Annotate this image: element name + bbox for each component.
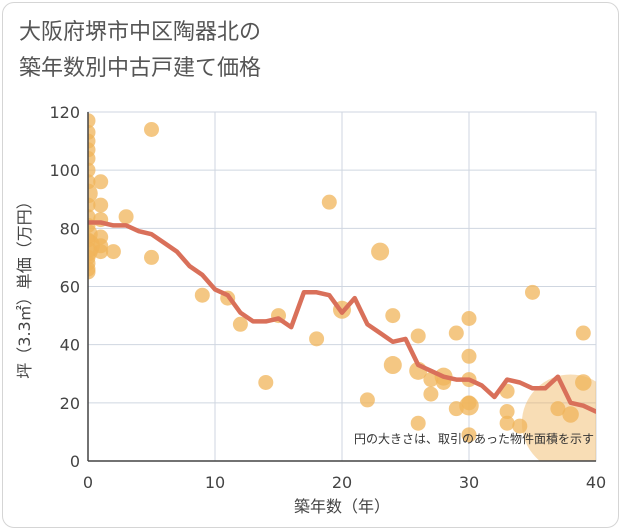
data-point: [448, 325, 464, 341]
x-tick-label: 10: [205, 473, 225, 492]
data-point: [309, 331, 325, 347]
data-point: [383, 356, 402, 375]
trend-line-layer: [88, 220, 596, 414]
chart-title: 大阪府堺市中区陶器北の 築年数別中古戸建て価格: [19, 15, 261, 87]
scatter-points: [88, 113, 596, 461]
data-point: [459, 395, 479, 416]
data-point: [512, 418, 528, 434]
data-point: [359, 392, 375, 408]
data-point: [194, 287, 210, 303]
data-point: [562, 406, 579, 423]
axes: 0 10 20 30 40 0 20 40 60 80 100 120: [49, 103, 606, 492]
y-tick-label: 100: [49, 161, 80, 180]
data-point: [232, 316, 248, 332]
data-point: [410, 415, 426, 431]
y-tick-label: 60: [60, 278, 80, 297]
y-tick-label: 120: [49, 103, 80, 122]
data-point: [575, 374, 592, 391]
size-legend-note: 円の大きさは、取引のあった物件面積を示す: [354, 431, 594, 446]
data-point: [88, 162, 96, 178]
x-tick-label: 20: [332, 473, 352, 492]
data-point: [525, 284, 540, 300]
grid-lines: [87, 111, 597, 462]
data-point: [118, 209, 134, 225]
y-tick-label: 40: [60, 336, 80, 355]
y-axis-label: 坪（3.3㎡）単価（万円）: [15, 193, 34, 378]
data-point: [93, 244, 109, 260]
data-point: [423, 386, 439, 402]
x-tick-label: 40: [586, 473, 606, 492]
x-tick-label: 0: [83, 473, 93, 492]
data-point: [93, 174, 109, 190]
data-point: [105, 244, 121, 260]
data-point: [88, 197, 96, 213]
data-point: [371, 242, 390, 261]
chart-title-line-2: 築年数別中古戸建て価格: [19, 56, 262, 81]
y-tick-label: 80: [60, 219, 80, 238]
chart-title-line-1: 大阪府堺市中区陶器北の: [19, 20, 262, 45]
data-point: [461, 427, 477, 443]
data-point: [88, 113, 96, 129]
data-point: [88, 264, 96, 280]
data-point: [461, 348, 477, 364]
data-point: [93, 197, 109, 213]
y-tick-label: 20: [60, 394, 80, 413]
data-point: [499, 404, 515, 420]
data-point: [461, 310, 477, 326]
x-tick-label: 30: [459, 473, 479, 492]
data-point: [575, 325, 591, 341]
data-point: [521, 374, 596, 461]
data-point: [385, 308, 401, 324]
y-tick-label: 0: [70, 452, 80, 471]
data-point: [550, 401, 566, 417]
data-point: [499, 415, 515, 431]
data-point: [321, 194, 337, 210]
average-price-line: [88, 220, 596, 414]
data-point: [144, 121, 159, 137]
data-point: [88, 151, 96, 167]
x-axis-label: 築年数（年）: [294, 497, 390, 516]
data-point: [258, 374, 274, 390]
data-point: [410, 328, 426, 344]
data-point: [144, 249, 159, 265]
